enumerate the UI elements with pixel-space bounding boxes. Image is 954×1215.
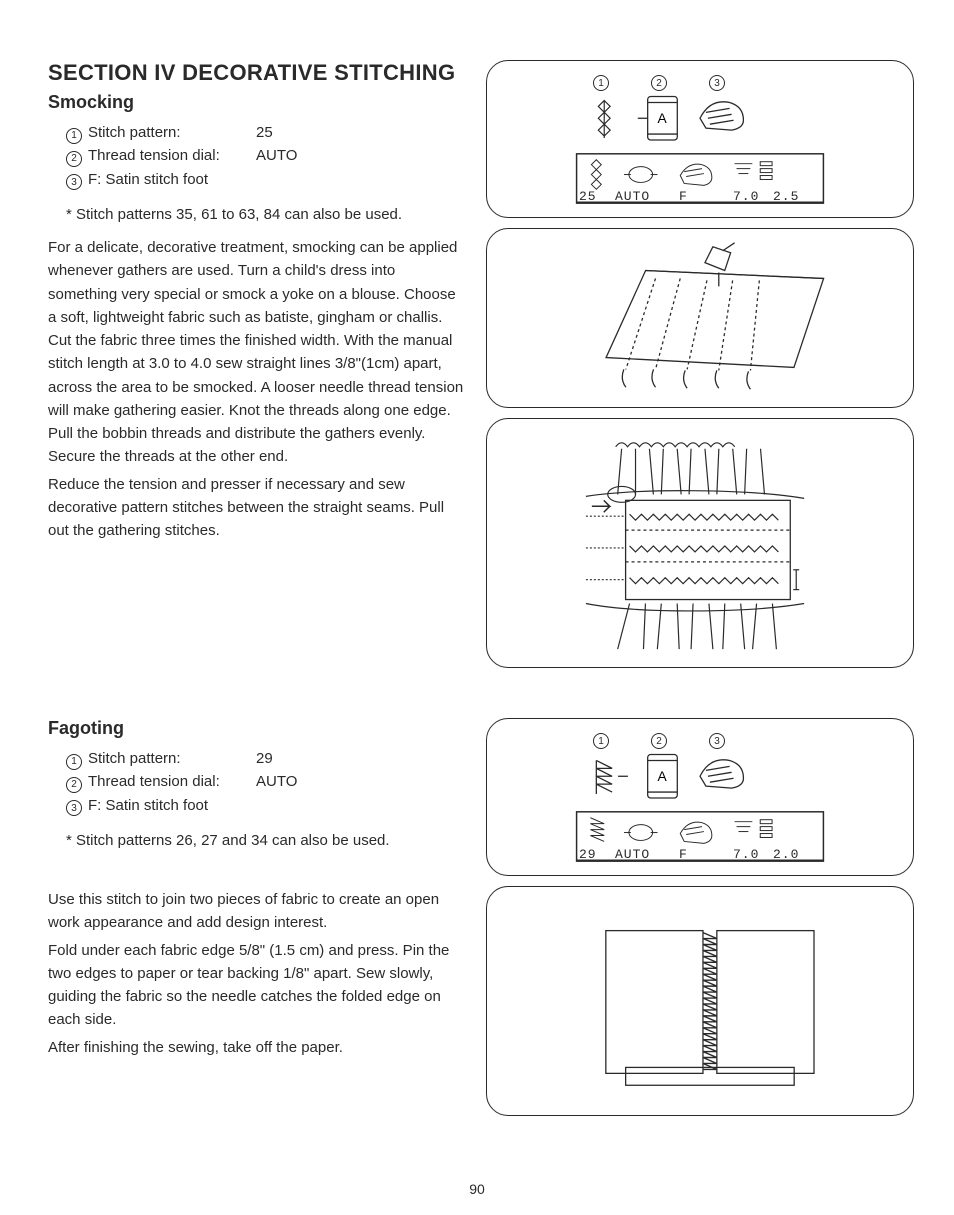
lcd-foot: F — [679, 847, 688, 862]
smocking-heading: Smocking — [48, 92, 468, 113]
smocking-result-icon — [487, 419, 913, 667]
fagoting-lcd-figure: 1 2 3 A — [486, 718, 914, 876]
setting-label: Stitch pattern: — [88, 121, 256, 144]
setting-value: 29 — [256, 747, 273, 770]
fig-circled-3: 3 — [709, 75, 725, 91]
setting-label: Stitch pattern: — [88, 747, 256, 770]
smocking-note: * Stitch patterns 35, 61 to 63, 84 can a… — [48, 203, 468, 226]
lcd-panel-icon: A — [487, 61, 913, 217]
tension-letter: A — [658, 110, 668, 126]
fig-circled-1: 1 — [593, 733, 609, 749]
fig-circled-3: 3 — [709, 733, 725, 749]
lcd-tension: AUTO — [615, 189, 650, 204]
circled-3-icon: 3 — [66, 174, 82, 190]
lcd-length: 2.0 — [773, 847, 799, 862]
fagoting-settings: 1 Stitch pattern: 29 2 Thread tension di… — [48, 747, 468, 817]
fagoting-heading: Fagoting — [48, 718, 468, 739]
fig-circled-2: 2 — [651, 733, 667, 749]
circled-1-icon: 1 — [66, 754, 82, 770]
smocking-gather-figure — [486, 228, 914, 408]
smocking-settings: 1 Stitch pattern: 25 2 Thread tension di… — [48, 121, 468, 191]
lcd-width: 7.0 — [733, 847, 759, 862]
circled-2-icon: 2 — [66, 151, 82, 167]
smocking-lcd-figure: 1 2 3 A — [486, 60, 914, 218]
lcd-pattern: 25 — [579, 189, 597, 204]
page-number: 90 — [0, 1181, 954, 1197]
setting-label: Thread tension dial: — [88, 144, 256, 167]
fagoting-body-1: Use this stitch to join two pieces of fa… — [48, 888, 468, 935]
circled-2-icon: 2 — [66, 777, 82, 793]
smocking-body-2: Reduce the tension and presser if necess… — [48, 473, 468, 543]
circled-3-icon: 3 — [66, 800, 82, 816]
svg-text:A: A — [658, 768, 668, 784]
fagoting-diagram-icon — [487, 887, 913, 1115]
fagoting-result-figure — [486, 886, 914, 1116]
lcd-tension: AUTO — [615, 847, 650, 862]
smocking-result-figure — [486, 418, 914, 668]
fig-circled-1: 1 — [593, 75, 609, 91]
lcd-panel-icon: A — [487, 719, 913, 875]
setting-label: F: Satin stitch foot — [88, 168, 256, 191]
setting-value: 25 — [256, 121, 273, 144]
setting-label: F: Satin stitch foot — [88, 794, 256, 817]
fig-circled-2: 2 — [651, 75, 667, 91]
smocking-body-1: For a delicate, decorative treatment, sm… — [48, 236, 468, 469]
gathering-diagram-icon — [487, 229, 913, 407]
section-title: SECTION IV DECORATIVE STITCHING — [48, 60, 468, 86]
lcd-length: 2.5 — [773, 189, 799, 204]
lcd-width: 7.0 — [733, 189, 759, 204]
setting-value: AUTO — [256, 144, 297, 167]
setting-label: Thread tension dial: — [88, 770, 256, 793]
fagoting-note: * Stitch patterns 26, 27 and 34 can also… — [48, 829, 468, 852]
circled-1-icon: 1 — [66, 128, 82, 144]
fagoting-body-2: Fold under each fabric edge 5/8" (1.5 cm… — [48, 939, 468, 1032]
fagoting-body-3: After finishing the sewing, take off the… — [48, 1036, 468, 1059]
setting-value: AUTO — [256, 770, 297, 793]
lcd-foot: F — [679, 189, 688, 204]
lcd-pattern: 29 — [579, 847, 597, 862]
